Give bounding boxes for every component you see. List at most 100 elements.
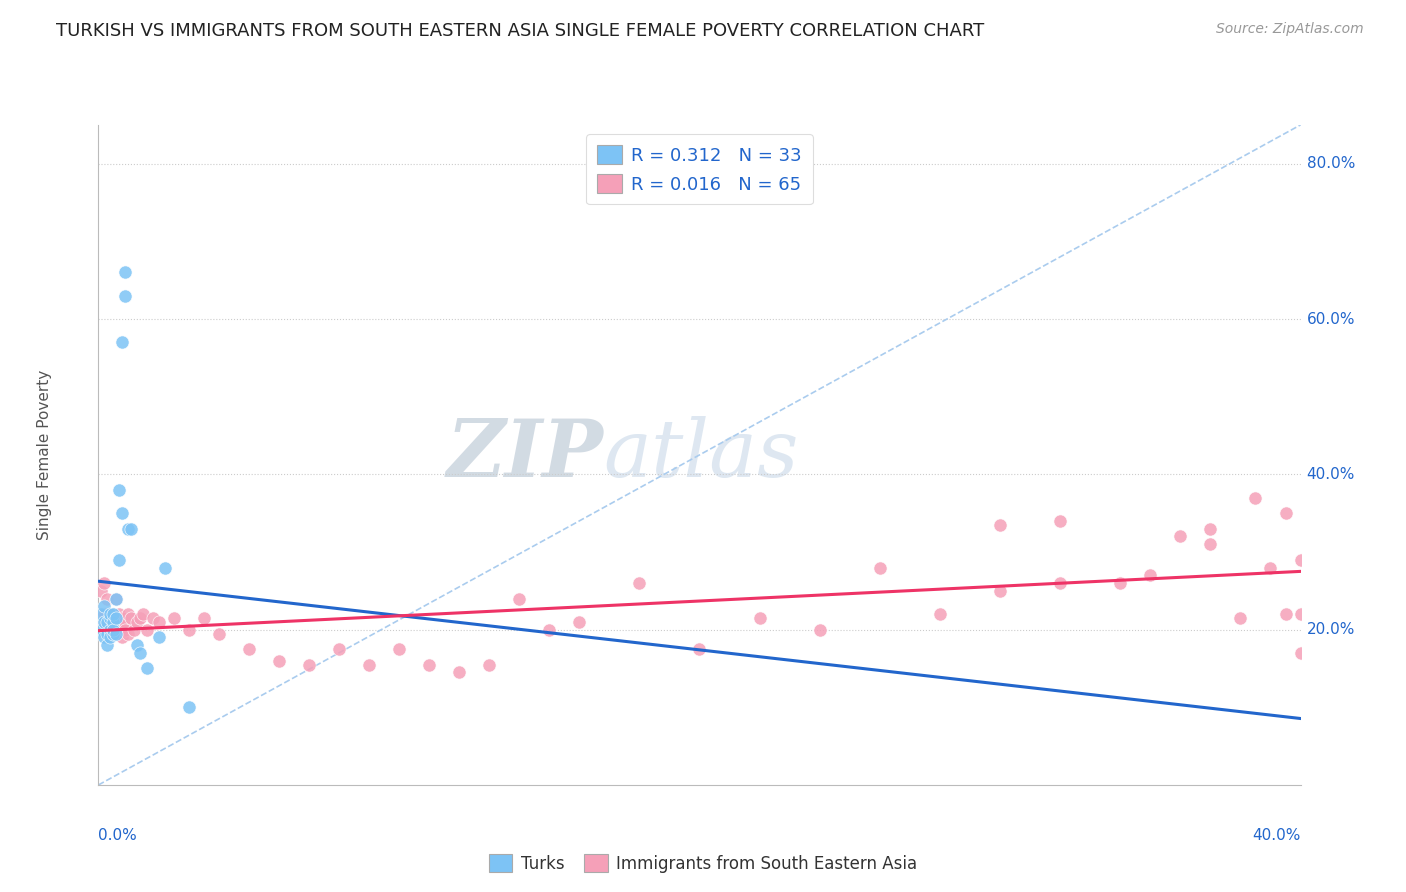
Point bbox=[238, 642, 260, 657]
Point bbox=[141, 611, 163, 625]
Point bbox=[93, 599, 115, 614]
Point bbox=[177, 623, 200, 637]
Text: ZIP: ZIP bbox=[447, 417, 603, 493]
Point bbox=[148, 631, 170, 645]
Point bbox=[388, 642, 411, 657]
Point bbox=[103, 623, 125, 637]
Point bbox=[1289, 607, 1312, 621]
Point bbox=[869, 560, 891, 574]
Point bbox=[105, 626, 128, 640]
Point bbox=[93, 607, 115, 621]
Point bbox=[111, 335, 134, 350]
Point bbox=[108, 483, 131, 497]
Point bbox=[105, 591, 128, 606]
Point bbox=[478, 657, 501, 672]
Point bbox=[1199, 522, 1222, 536]
Text: Source: ZipAtlas.com: Source: ZipAtlas.com bbox=[1216, 22, 1364, 37]
Text: 0.0%: 0.0% bbox=[98, 828, 138, 843]
Point bbox=[100, 623, 122, 637]
Point bbox=[100, 623, 122, 637]
Point bbox=[103, 615, 125, 629]
Point bbox=[688, 642, 710, 657]
Point bbox=[135, 623, 157, 637]
Point bbox=[114, 289, 136, 303]
Point bbox=[121, 522, 143, 536]
Point bbox=[1049, 514, 1071, 528]
Text: Single Female Poverty: Single Female Poverty bbox=[37, 370, 52, 540]
Point bbox=[105, 611, 128, 625]
Text: 80.0%: 80.0% bbox=[1306, 156, 1355, 171]
Point bbox=[111, 506, 134, 520]
Point bbox=[808, 623, 831, 637]
Point bbox=[1139, 568, 1161, 582]
Point bbox=[103, 626, 125, 640]
Point bbox=[117, 607, 139, 621]
Point bbox=[100, 611, 122, 625]
Legend: R = 0.312   N = 33, R = 0.016   N = 65: R = 0.312 N = 33, R = 0.016 N = 65 bbox=[586, 134, 813, 204]
Point bbox=[162, 611, 184, 625]
Point bbox=[177, 700, 200, 714]
Legend: Turks, Immigrants from South Eastern Asia: Turks, Immigrants from South Eastern Asi… bbox=[482, 847, 924, 880]
Point bbox=[117, 522, 139, 536]
Text: 40.0%: 40.0% bbox=[1306, 467, 1355, 482]
Point bbox=[208, 626, 231, 640]
Point bbox=[538, 623, 561, 637]
Point bbox=[127, 638, 149, 652]
Point bbox=[267, 654, 290, 668]
Point bbox=[988, 517, 1011, 532]
Point bbox=[103, 607, 125, 621]
Point bbox=[508, 591, 530, 606]
Point bbox=[108, 607, 131, 621]
Point bbox=[96, 615, 118, 629]
Point bbox=[114, 265, 136, 279]
Point bbox=[1274, 607, 1296, 621]
Point bbox=[628, 576, 651, 591]
Point bbox=[105, 591, 128, 606]
Point bbox=[96, 615, 118, 629]
Point bbox=[1229, 611, 1251, 625]
Point bbox=[153, 560, 176, 574]
Text: TURKISH VS IMMIGRANTS FROM SOUTH EASTERN ASIA SINGLE FEMALE POVERTY CORRELATION : TURKISH VS IMMIGRANTS FROM SOUTH EASTERN… bbox=[56, 22, 984, 40]
Point bbox=[1289, 646, 1312, 660]
Point bbox=[103, 607, 125, 621]
Point bbox=[124, 623, 146, 637]
Point bbox=[111, 631, 134, 645]
Point bbox=[103, 611, 125, 625]
Point bbox=[90, 607, 112, 621]
Point bbox=[90, 623, 112, 637]
Point bbox=[298, 657, 321, 672]
Point bbox=[1049, 576, 1071, 591]
Point bbox=[1199, 537, 1222, 551]
Point bbox=[988, 583, 1011, 598]
Point bbox=[568, 615, 591, 629]
Point bbox=[127, 615, 149, 629]
Point bbox=[748, 611, 770, 625]
Point bbox=[105, 615, 128, 629]
Point bbox=[929, 607, 952, 621]
Point bbox=[111, 611, 134, 625]
Point bbox=[117, 626, 139, 640]
Point bbox=[90, 583, 112, 598]
Point bbox=[193, 611, 215, 625]
Point bbox=[418, 657, 440, 672]
Point bbox=[1274, 506, 1296, 520]
Point bbox=[357, 657, 380, 672]
Text: 60.0%: 60.0% bbox=[1306, 311, 1355, 326]
Point bbox=[96, 638, 118, 652]
Point bbox=[1244, 491, 1267, 505]
Point bbox=[328, 642, 350, 657]
Text: 20.0%: 20.0% bbox=[1306, 622, 1355, 637]
Point bbox=[93, 576, 115, 591]
Point bbox=[121, 611, 143, 625]
Point bbox=[148, 615, 170, 629]
Point bbox=[96, 626, 118, 640]
Point bbox=[96, 591, 118, 606]
Point bbox=[129, 611, 152, 625]
Point bbox=[129, 646, 152, 660]
Point bbox=[1109, 576, 1132, 591]
Text: 40.0%: 40.0% bbox=[1253, 828, 1301, 843]
Point bbox=[100, 631, 122, 645]
Point bbox=[1170, 529, 1192, 543]
Point bbox=[114, 615, 136, 629]
Point bbox=[135, 661, 157, 675]
